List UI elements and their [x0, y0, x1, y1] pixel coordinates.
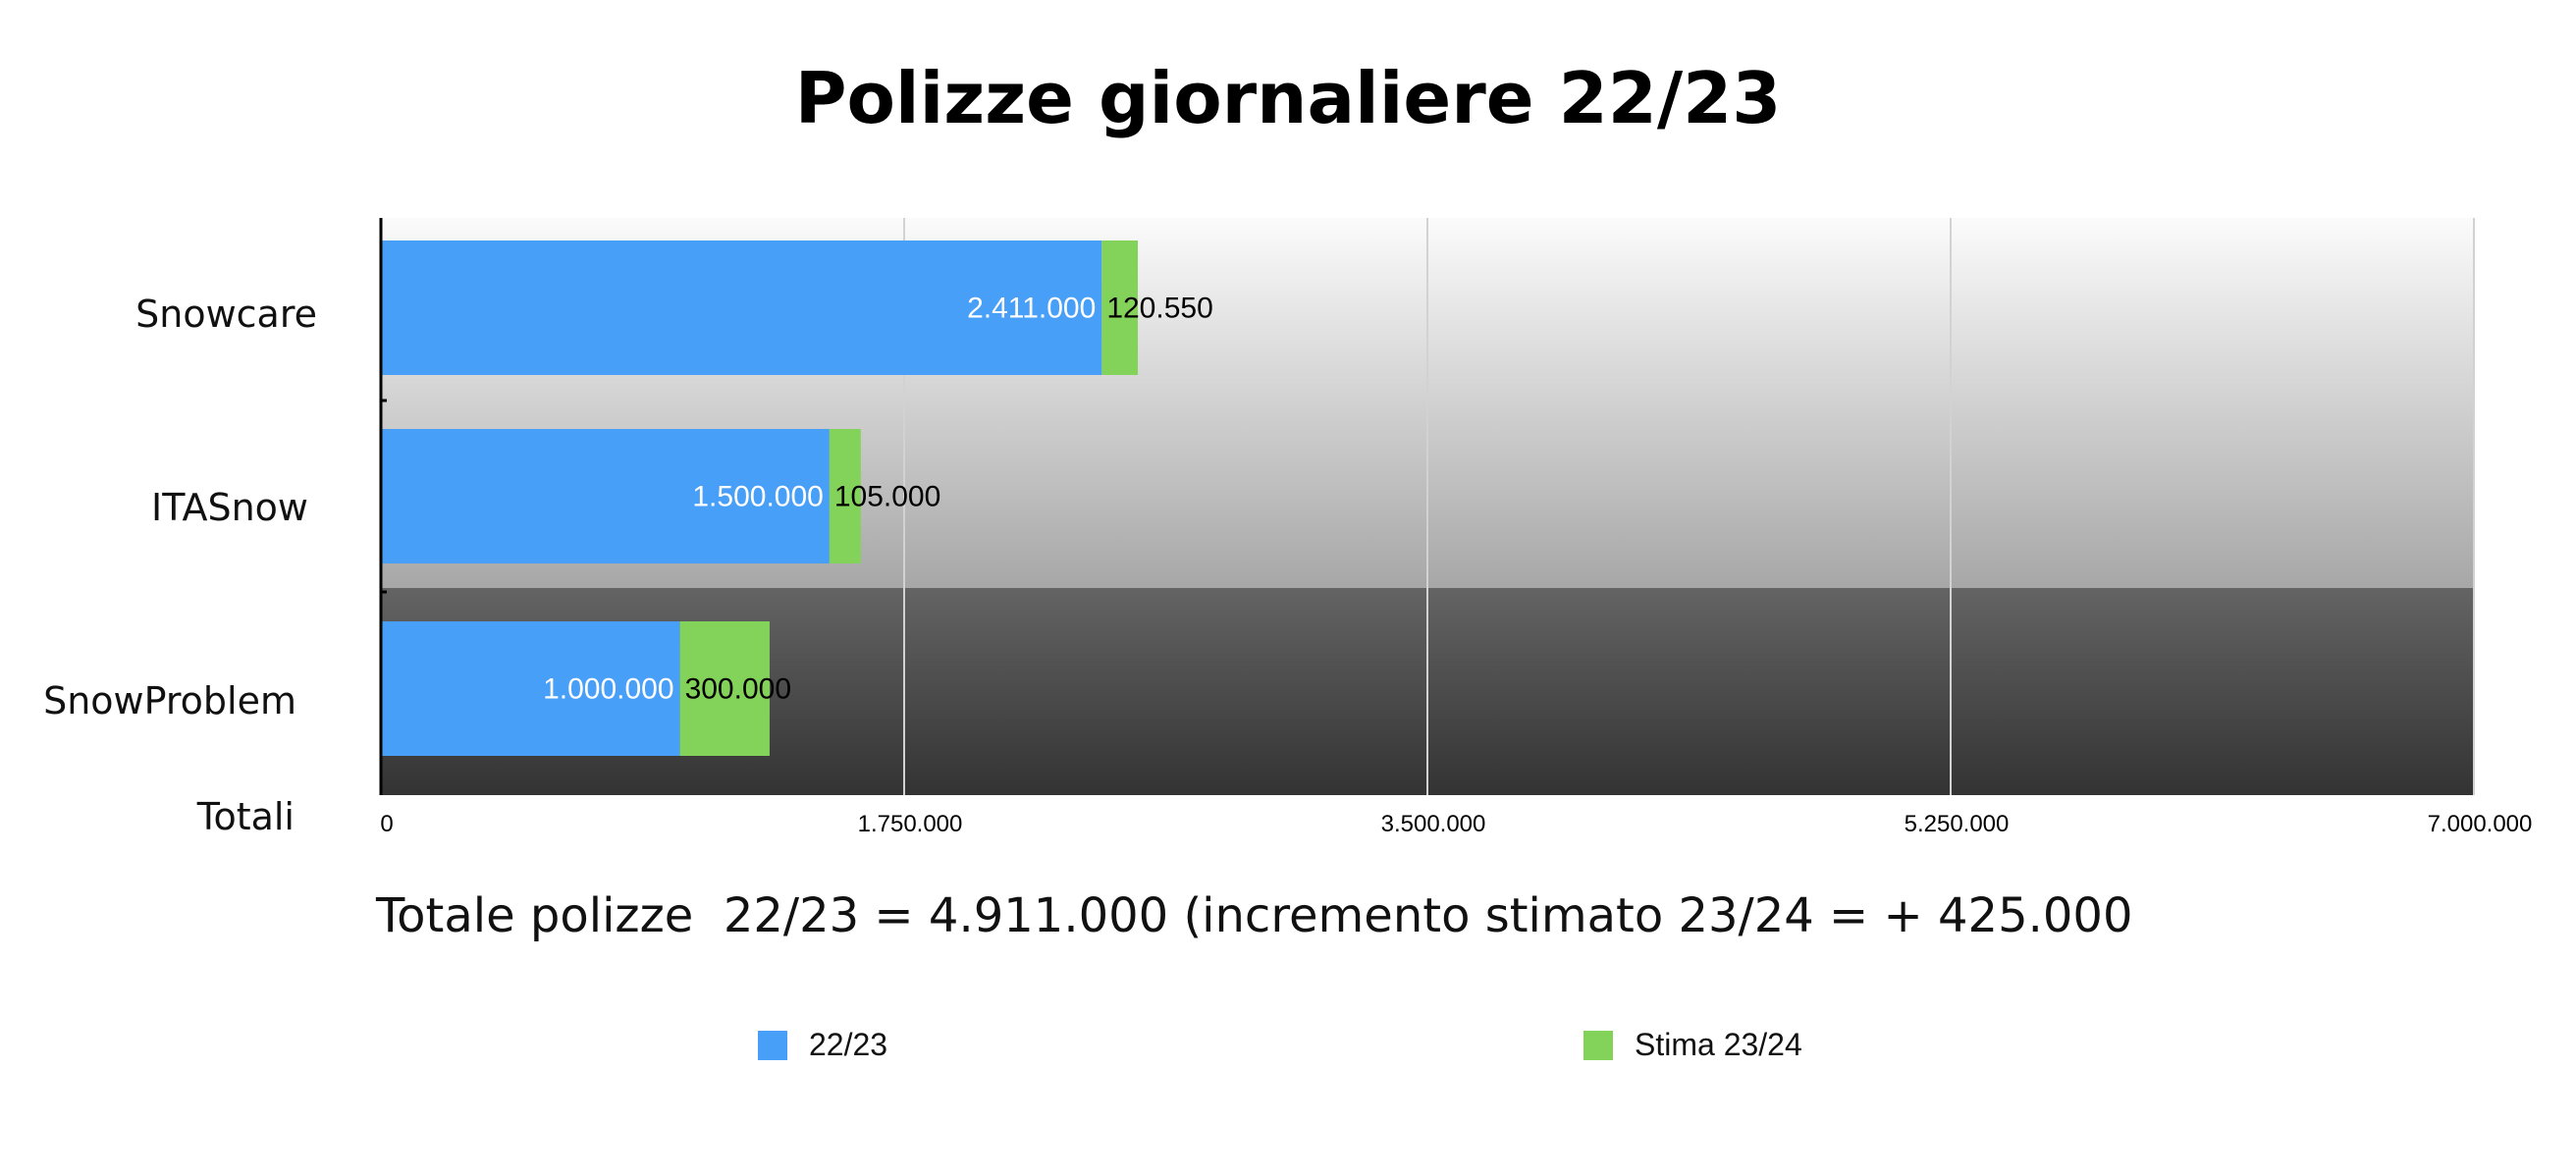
legend-item-stima-23-24: Stima 23/24	[1583, 1027, 1802, 1063]
legend-swatch	[1583, 1030, 1613, 1060]
x-tick-label: 3.500.000	[1380, 811, 1486, 837]
bar-snowcare-series-1	[1101, 241, 1139, 375]
category-label-snowcare: Snowcare	[135, 293, 317, 336]
x-tick-label: 5.250.000	[1904, 811, 2010, 837]
x-tick-label: 1.750.000	[857, 811, 963, 837]
category-label-itasnow: ITASnow	[151, 486, 308, 529]
legend-swatch	[758, 1030, 787, 1060]
legend-label: Stima 23/24	[1635, 1027, 1802, 1062]
legend-item-22-23: 22/23	[758, 1027, 887, 1063]
data-label: 105.000	[834, 481, 940, 513]
data-label: 1.000.000	[543, 673, 673, 706]
bar-snowproblem-series-1	[679, 621, 770, 756]
bar-itasnow-series-0	[381, 429, 830, 563]
bar-snowcare-series-0	[381, 241, 1102, 375]
chart-title: Polizze giornaliere 22/23	[794, 57, 1782, 139]
x-tick-label: 0	[380, 811, 394, 837]
legend-label: 22/23	[809, 1027, 888, 1062]
category-label-totali: Totali	[196, 795, 295, 838]
data-label: 300.000	[685, 673, 791, 706]
bar-snowproblem-series-0	[381, 621, 680, 756]
data-label: 120.550	[1106, 293, 1212, 325]
x-tick-label: 7.000.000	[2427, 811, 2533, 837]
bar-itasnow-series-1	[829, 429, 861, 563]
total-annotation: Totale polizze 22/23 = 4.911.000 (increm…	[376, 888, 2133, 943]
data-label: 2.411.000	[967, 293, 1096, 325]
data-label: 1.500.000	[692, 481, 823, 513]
category-label-snowproblem: SnowProblem	[43, 679, 296, 722]
